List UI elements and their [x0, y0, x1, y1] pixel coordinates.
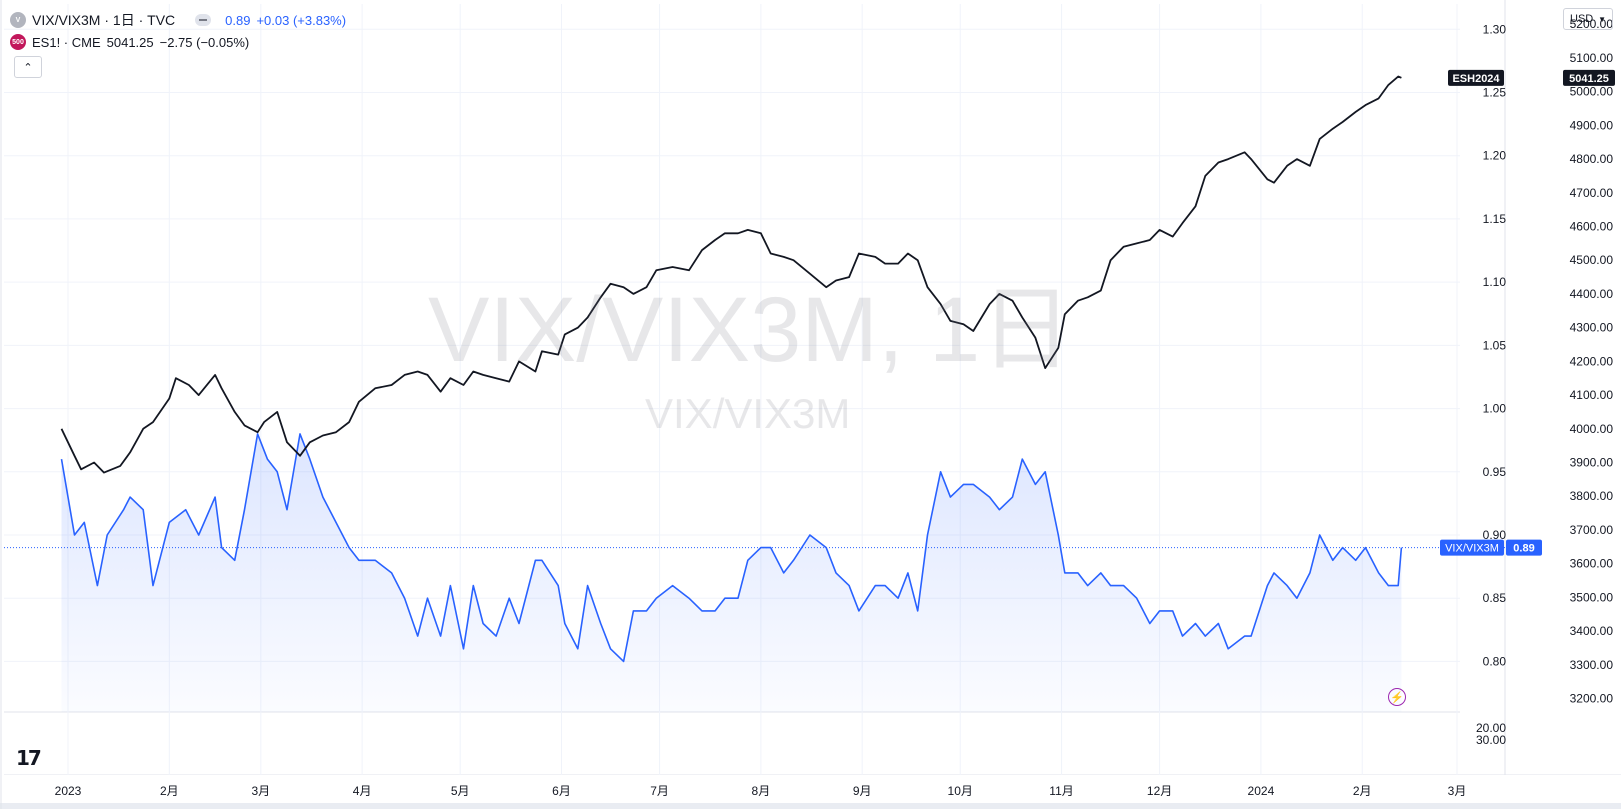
es-tick-label: 4500.00: [1570, 253, 1614, 267]
second-change: −2.75 (−0.05%): [159, 34, 250, 50]
vix-line: [60, 433, 1403, 663]
time-tick-label: 2024: [1248, 784, 1275, 798]
currency-label: USD: [1570, 13, 1594, 25]
time-tick-label: 8月: [752, 784, 771, 798]
time-tick-label: 6月: [552, 784, 571, 798]
vix-tick-label: 1.30: [1483, 22, 1507, 36]
time-tick-label: 11月: [1049, 784, 1073, 798]
eye-toggle-icon[interactable]: [195, 14, 212, 26]
second-symbol: ES1! · CME: [32, 34, 101, 50]
es-tick-label: 4100.00: [1570, 388, 1614, 402]
es-tick-label: 3800.00: [1570, 489, 1614, 503]
time-tick-label: 10月: [948, 784, 973, 798]
main-change: +0.03 (+3.83%): [256, 12, 347, 28]
es-tick-label: 4300.00: [1570, 321, 1614, 335]
chevron-down-icon: ▼: [1598, 14, 1606, 24]
lower-tick-label: 30.00: [1476, 733, 1506, 747]
es-tick-label: 3200.00: [1570, 692, 1614, 706]
vix-name-badge-bg: [1440, 539, 1504, 556]
time-tick-label: 7月: [650, 784, 669, 798]
es-tick-label: 5200.00: [1570, 17, 1614, 31]
time-tick-label: 4月: [353, 784, 372, 798]
es-tick-label: 3300.00: [1570, 658, 1614, 672]
es-name-badge: ESH2024: [1452, 73, 1500, 85]
vix-last-badge: 0.89: [1513, 543, 1534, 555]
vix-tick-label: 1.00: [1483, 402, 1507, 416]
es-tick-label: 3700.00: [1570, 523, 1614, 537]
tradingview-logo[interactable]: 17: [16, 746, 42, 770]
es-tick-label: 3400.00: [1570, 624, 1614, 638]
legend-second[interactable]: 500 ES1! · CME 5041.25 −2.75 (−0.05%): [10, 34, 249, 50]
vix-tick-label: 0.95: [1483, 465, 1507, 479]
vix-tick-label: 0.90: [1483, 528, 1507, 542]
time-tick-label: 2月: [160, 784, 179, 798]
es-name-badge-bg: [1448, 69, 1504, 86]
time-tick-label: 3月: [1448, 784, 1467, 798]
time-tick-label: 2月: [1353, 784, 1372, 798]
vix-last-badge-bg: [1506, 539, 1542, 556]
vix-tick-label: 1.15: [1483, 212, 1507, 226]
es-last-badge-bg: [1563, 69, 1615, 86]
es-symbol-logo: 500: [10, 34, 26, 50]
main-symbol: VIX/VIX3M · 1日 · TVC: [32, 12, 176, 28]
es-tick-label: 5100.00: [1570, 51, 1614, 65]
es-tick-label: 4000.00: [1570, 422, 1614, 436]
es-axis: 5200.00 5100.00 5000.00 4900.00 4800.00 4700.…: [1570, 17, 1614, 705]
es-tick-label: 4800.00: [1570, 152, 1614, 166]
es-line: [60, 75, 1402, 474]
vix-name-badge: VIX/VIX3M: [1445, 543, 1499, 555]
series-lines: [4, 75, 1505, 663]
time-tick-label: 5月: [451, 784, 470, 798]
vix-axis: 1.30 1.25 1.20 1.15 1.10 1.05 1.00 0.95 0.90 0.85…: [1476, 22, 1506, 747]
lightning-icon[interactable]: ⚡: [1388, 688, 1406, 706]
es-tick-label: 5000.00: [1570, 85, 1614, 99]
vix-tick-label: 1.10: [1483, 275, 1507, 289]
watermark-small: VIX/VIX3M: [645, 390, 851, 437]
time-tick-label: 3月: [251, 784, 270, 798]
legend-main[interactable]: V VIX/VIX3M · 1日 · TVC 0.89 +0.03 (+3.83…: [10, 10, 346, 30]
chevron-up-icon: ⌃: [23, 61, 33, 74]
bottom-edge: [0, 803, 1621, 809]
es-tick-label: 4400.00: [1570, 287, 1614, 301]
main-price: 0.89: [225, 12, 251, 28]
time-tick-label: 2023: [55, 784, 82, 798]
vix-area: [61, 433, 1402, 712]
vix-area-fill: [61, 433, 1402, 712]
es-tick-label: 3900.00: [1570, 456, 1614, 470]
time-axis: 2023 2月 3月 4月 5月 6月 7月 8月 9月 10月 11月 12月 2024 2月 3月: [55, 784, 1467, 798]
collapse-legend-button[interactable]: ⌃: [14, 56, 42, 78]
lower-tick-label: 20.00: [1476, 721, 1506, 735]
es-tick-label: 3600.00: [1570, 557, 1614, 571]
es-tick-label: 4900.00: [1570, 118, 1614, 132]
currency-select[interactable]: USD ▼: [1563, 8, 1613, 30]
last-price-labels: ESH2024 5041.25 VIX/VIX3M 0.89: [1440, 69, 1615, 556]
time-tick-label: 12月: [1147, 784, 1172, 798]
time-tick-label: 9月: [853, 784, 872, 798]
vix-tick-label: 1.20: [1483, 149, 1507, 163]
es-last-badge: 5041.25: [1569, 73, 1609, 85]
watermark-big: VIX/VIX3M, 1日: [428, 279, 1073, 381]
es-tick-label: 3500.00: [1570, 590, 1614, 604]
es-tick-label: 4200.00: [1570, 354, 1614, 368]
vix-tick-label: 1.05: [1483, 338, 1507, 352]
vix-tick-label: 0.80: [1483, 654, 1507, 668]
es-tick-label: 4700.00: [1570, 186, 1614, 200]
es-tick-label: 4600.00: [1570, 220, 1614, 234]
vix-tick-label: 0.85: [1483, 591, 1507, 605]
vix-symbol-icon: V: [10, 12, 26, 28]
vix-tick-label: 1.25: [1483, 86, 1507, 100]
second-price: 5041.25: [106, 34, 154, 50]
